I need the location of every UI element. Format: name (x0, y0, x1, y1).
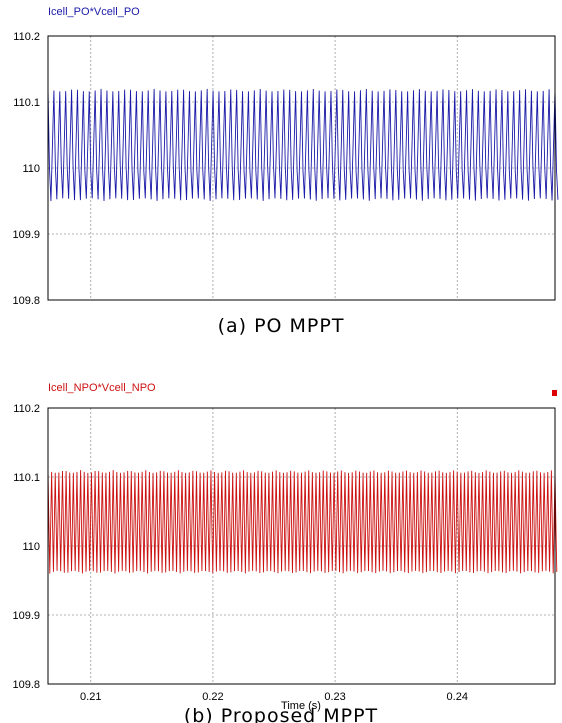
y-tick-label: 110.1 (13, 97, 40, 109)
y-tick-label: 110.2 (13, 403, 40, 415)
y-tick-label: 110 (22, 541, 40, 553)
series-label-po: Icell_PO*Vcell_PO (48, 6, 140, 18)
y-tick-label: 109.8 (12, 679, 40, 691)
series-line-npo (47, 470, 558, 574)
y-tick-label: 110 (22, 163, 40, 175)
legend-marker (552, 390, 557, 396)
x-tick-label: 0.23 (324, 691, 345, 703)
caption-b: (b) Proposed MPPT (184, 705, 378, 723)
y-tick-label: 110.2 (13, 31, 40, 43)
y-tick-label: 109.9 (12, 229, 40, 241)
y-tick-label: 110.1 (13, 472, 40, 484)
x-tick-label: 0.22 (202, 691, 223, 703)
chart-proposed-mppt: Icell_NPO*Vcell_NPO 110.2 110.1 110 109.9 10… (12, 382, 558, 723)
plot-frame-po (47, 35, 556, 301)
y-tick-label: 109.9 (12, 610, 40, 622)
x-tick-label: 0.21 (80, 691, 101, 703)
chart-po-mppt: Icell_PO*Vcell_PO 110.2 110.1 110 109.9 109.… (12, 6, 559, 337)
plot-frame-npo (47, 407, 556, 685)
x-tick-label: 0.24 (447, 691, 468, 703)
series-line-po (47, 88, 559, 202)
caption-a: (a) PO MPPT (218, 315, 345, 337)
x-axis-label: Time (s) (281, 700, 321, 712)
series-label-npo: Icell_NPO*Vcell_NPO (48, 382, 156, 394)
y-tick-label: 109.8 (12, 295, 40, 307)
